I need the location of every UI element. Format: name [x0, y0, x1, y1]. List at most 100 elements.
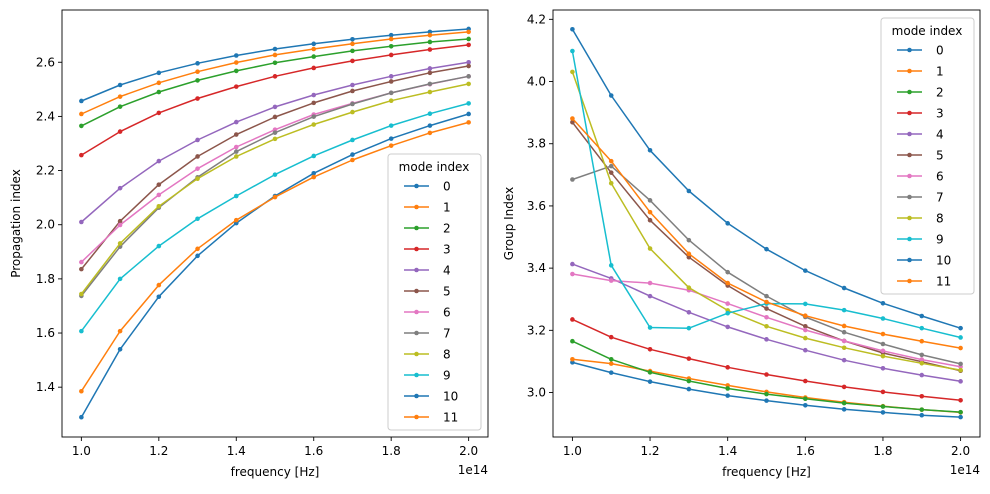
x-tick-label: 1.4 — [227, 444, 246, 458]
data-point — [686, 325, 692, 331]
legend-marker — [907, 47, 912, 53]
data-point — [725, 324, 730, 330]
data-point — [803, 313, 808, 319]
data-point — [79, 219, 84, 225]
y-tick-label: 4.0 — [527, 75, 546, 89]
y-tick-label: 2.4 — [36, 109, 55, 123]
legend-marker — [907, 236, 912, 242]
legend-title: mode index — [399, 160, 470, 174]
series-0 — [79, 26, 471, 104]
data-point — [880, 341, 886, 347]
data-point — [195, 154, 200, 159]
legend-marker — [414, 267, 419, 273]
legend-marker — [414, 414, 419, 420]
data-point — [880, 331, 886, 337]
legend-label: 2 — [936, 86, 944, 100]
legend-marker — [414, 393, 419, 399]
data-point — [427, 70, 433, 76]
x-axis-label: frequency [Hz] — [722, 465, 811, 479]
legend-entry-10: 10 — [404, 390, 458, 404]
data-point — [311, 65, 317, 71]
legend-entry-10: 10 — [897, 254, 951, 268]
data-point — [647, 346, 653, 352]
data-point — [803, 402, 808, 408]
data-point — [841, 384, 847, 390]
x-tick-label: 1.4 — [718, 444, 737, 458]
y-tick-label: 1.8 — [36, 272, 55, 286]
data-point — [117, 82, 123, 88]
data-point — [466, 29, 471, 35]
chart-1: 1.0 1.2 1.4 1.6 1.8 2.0 1.4 1.6 1.8 2.0 2.2 2.4 2.6 f… — [9, 9, 489, 479]
data-point — [764, 372, 769, 377]
x-tick-label: 1.2 — [149, 444, 168, 458]
data-point — [427, 39, 433, 45]
legend-title: mode index — [892, 24, 963, 38]
y-tick-label: 3.0 — [527, 386, 546, 400]
y-tick-label: 4.2 — [527, 12, 546, 26]
legend-label: 9 — [936, 233, 944, 247]
data-point — [841, 329, 847, 335]
data-point — [570, 317, 575, 322]
legend-entry-3: 3 — [897, 107, 944, 121]
y-tick-label: 1.6 — [36, 326, 55, 340]
data-point — [350, 137, 355, 143]
data-point — [195, 96, 200, 101]
data-point — [156, 182, 162, 187]
data-point — [764, 337, 769, 342]
data-point — [647, 293, 653, 299]
data-point — [272, 52, 278, 58]
data-point — [958, 409, 963, 415]
data-point — [79, 388, 84, 394]
legend-entry-11: 11 — [897, 275, 951, 289]
data-point — [466, 101, 471, 106]
data-point — [117, 185, 123, 191]
data-point — [608, 263, 614, 268]
data-point — [388, 32, 394, 38]
data-point — [841, 323, 847, 329]
legend-label: 8 — [936, 212, 944, 226]
data-point — [466, 120, 471, 125]
legend-label: 3 — [443, 243, 451, 257]
data-point — [803, 378, 808, 384]
data-point — [958, 335, 963, 340]
legend-marker — [907, 215, 912, 221]
legend-entry-8: 8 — [897, 212, 944, 226]
data-point — [958, 414, 963, 420]
data-point — [233, 53, 239, 58]
data-point — [841, 345, 847, 351]
legend-entry-3: 3 — [404, 243, 451, 257]
x-offset-text: 1e14 — [458, 463, 488, 477]
data-point — [919, 360, 925, 366]
data-point — [919, 325, 925, 331]
legend-label: 1 — [936, 65, 944, 79]
legend: mode index 0 1 2 3 4 5 6 7 8 9 10 11 — [387, 153, 482, 431]
y-tick-label: 1.4 — [36, 380, 55, 394]
legend-marker — [907, 257, 912, 263]
x-tick-label: 1.0 — [563, 444, 582, 458]
data-point — [79, 259, 84, 265]
data-point — [388, 123, 394, 128]
data-point — [79, 123, 84, 129]
data-point — [764, 246, 769, 252]
data-point — [841, 338, 847, 344]
data-point — [272, 172, 278, 177]
legend-label: 4 — [443, 264, 451, 278]
data-point — [647, 198, 653, 203]
series-3 — [570, 317, 963, 403]
legend-label: 4 — [936, 128, 944, 142]
data-point — [350, 82, 355, 88]
data-point — [686, 356, 692, 361]
axes-frame — [61, 9, 489, 438]
data-point — [311, 114, 317, 119]
data-point — [311, 54, 317, 59]
data-point — [156, 80, 162, 86]
data-point — [686, 188, 692, 194]
data-point — [388, 74, 394, 79]
x-tick-label: 1.8 — [382, 444, 401, 458]
data-point — [803, 335, 808, 341]
data-point — [117, 222, 123, 228]
data-point — [233, 60, 239, 65]
data-point — [608, 170, 614, 175]
data-point — [233, 144, 239, 150]
data-point — [156, 70, 162, 76]
